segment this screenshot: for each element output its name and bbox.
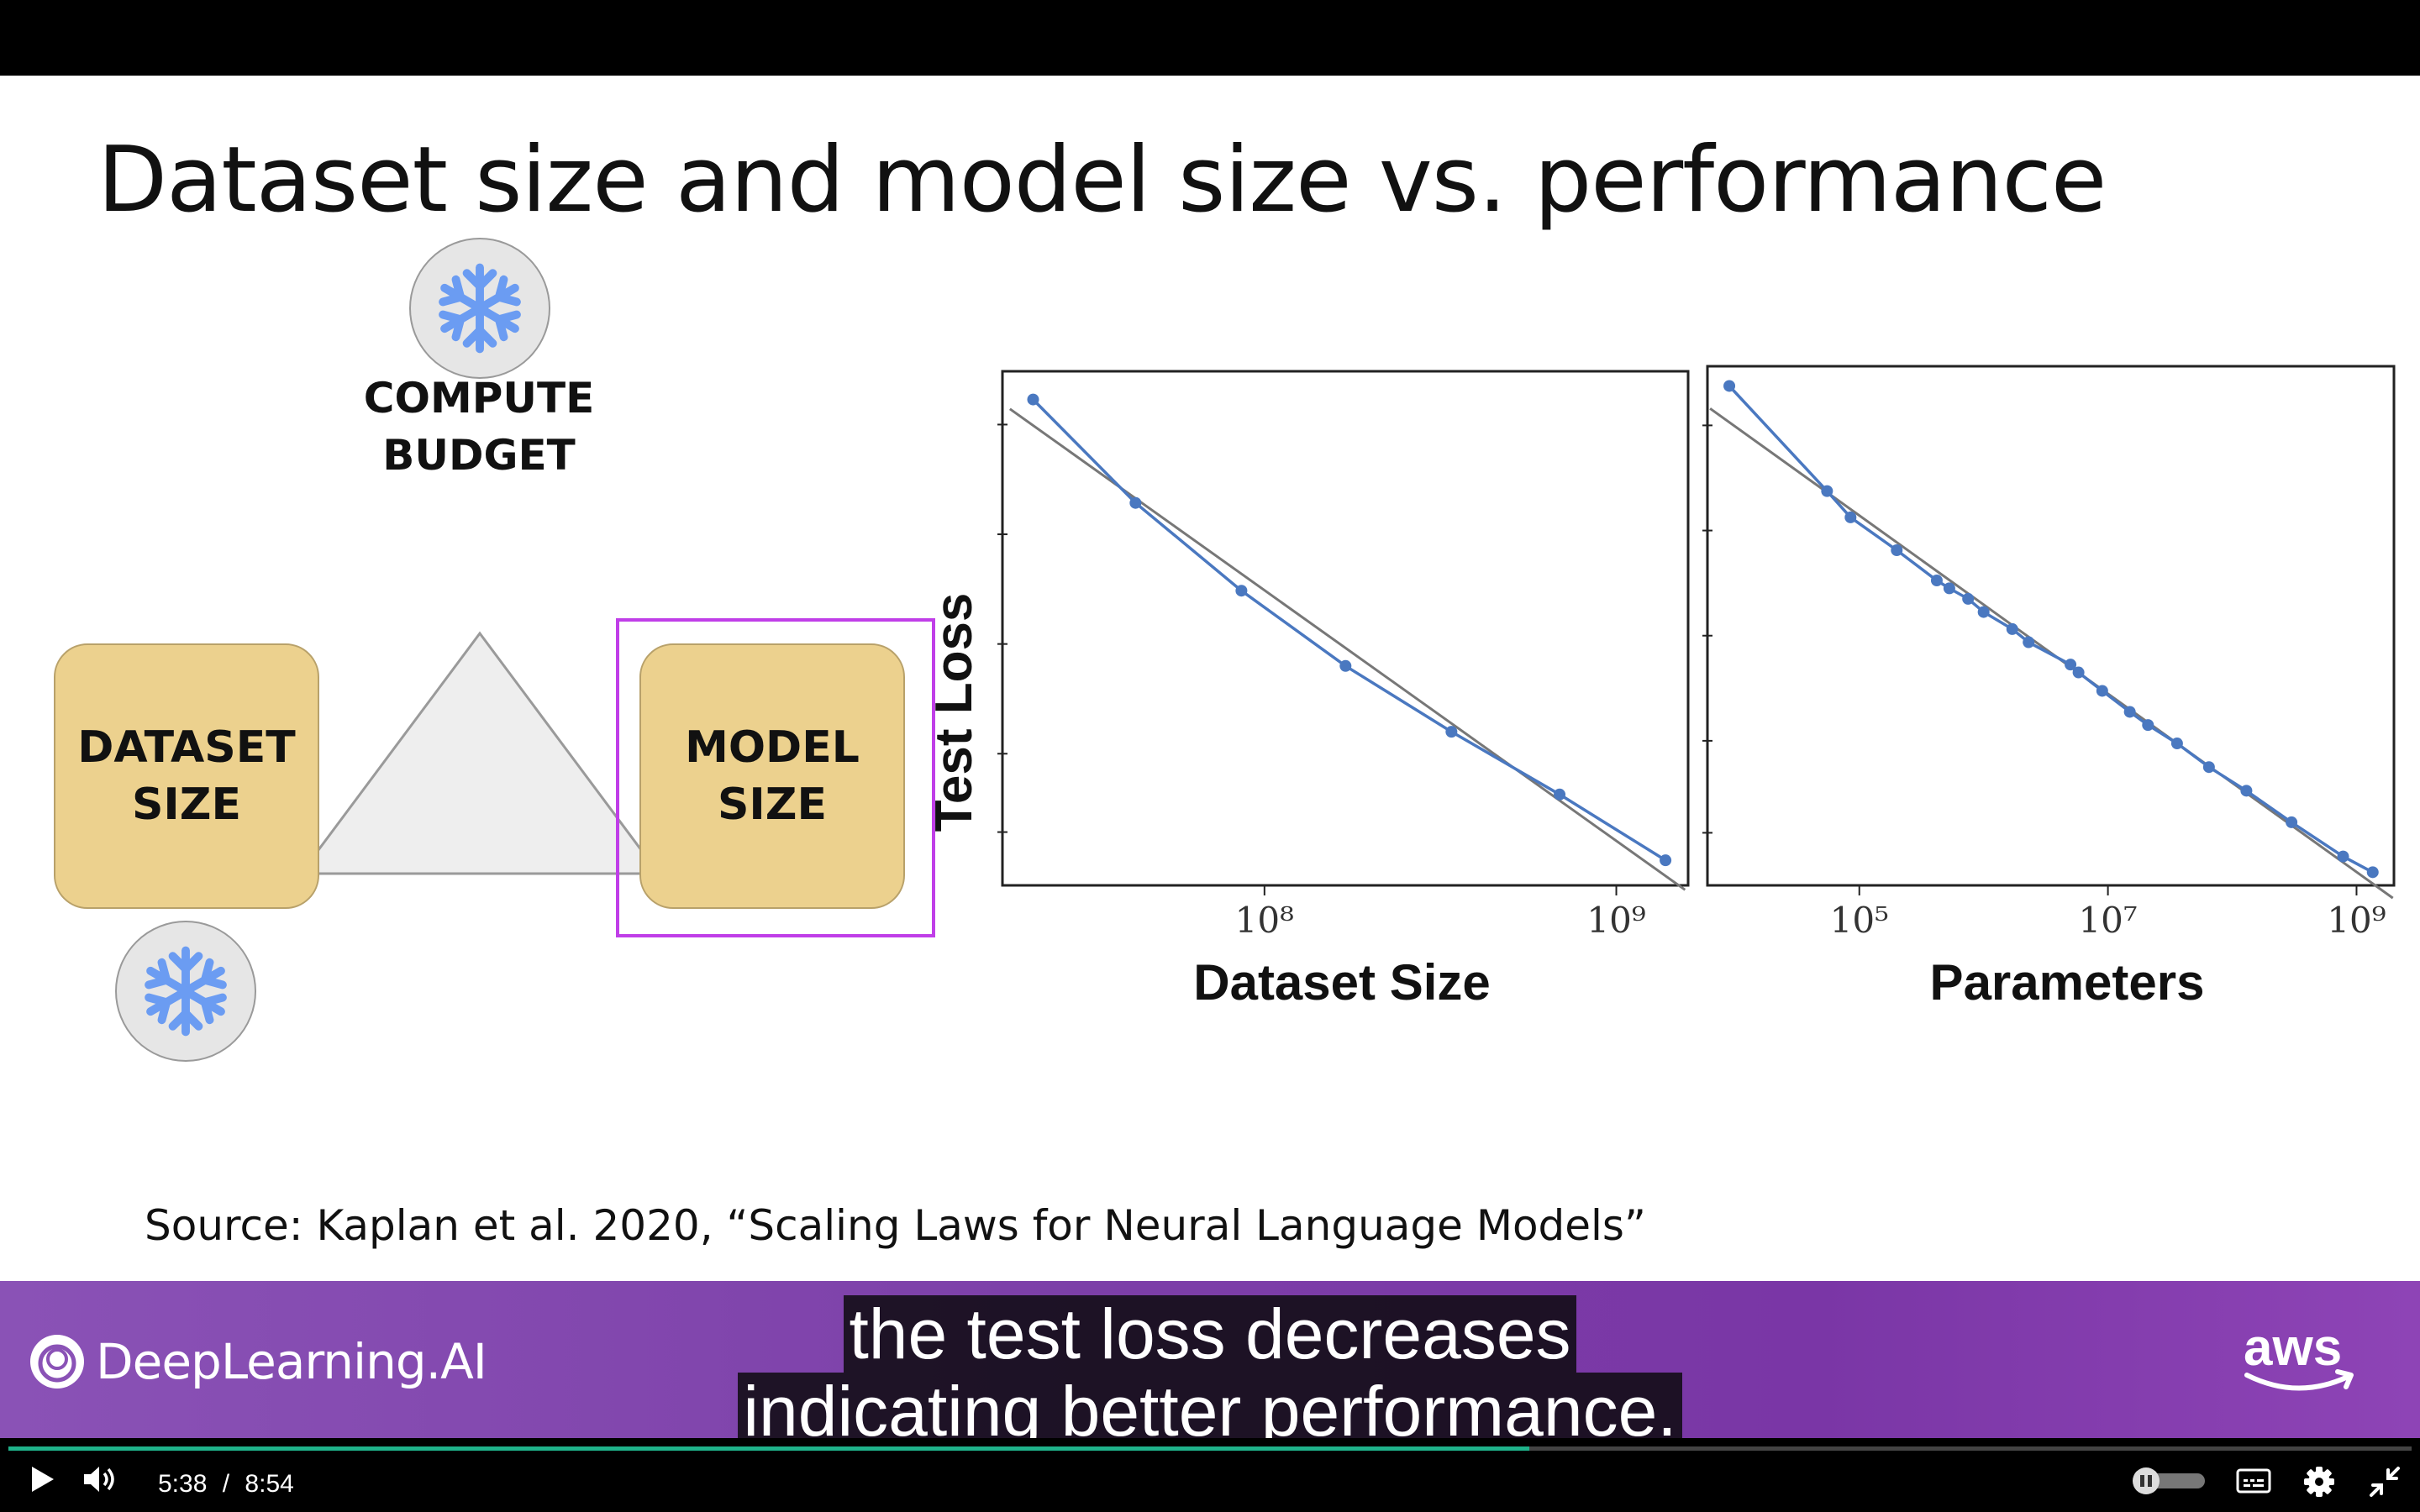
data-point [1977,606,1990,618]
data-point [2170,738,2183,750]
deeplearning-logo-icon [30,1335,84,1389]
model-size-box: MODEL SIZE [639,643,905,909]
snowflake-glyph [145,946,227,1037]
chart-parameters: 10⁵ 10⁷ 10⁹ Parameters [1702,365,2396,1011]
snowflake-icon [409,238,550,379]
data-point [1723,380,1736,392]
snowflake-icon [115,921,256,1062]
deeplearning-ai-logo: DeepLearning.AI [29,1333,487,1390]
duration: 8:54 [245,1470,294,1498]
lecture-slide: Dataset size and model size vs. performa… [0,76,2420,1281]
data-point [1962,592,1975,605]
tradeoff-triangle [298,631,661,875]
data-point [1235,585,1248,597]
player-controls: 5:38 / 8:54 [0,1438,2420,1512]
caption-line: the test loss decreases [844,1295,1576,1373]
source-citation: Source: Kaplan et al. 2020, “Scaling Law… [145,1201,1646,1250]
chart-dataset-size: 10⁸ 10⁹ Dataset Size [997,370,1690,1011]
data-point [2142,719,2154,732]
plot-frame [1001,370,1690,887]
time-separator: / [222,1470,230,1498]
data-point [1943,582,1955,595]
time-display: 5:38 / 8:54 [158,1470,294,1499]
y-axis-label: Test Loss [925,593,983,832]
play-icon[interactable] [29,1463,57,1495]
slide-title: Dataset size and model size vs. performa… [97,128,2107,233]
data-point [2202,761,2215,774]
data-point [2337,850,2349,863]
aws-wordmark: aws [2244,1319,2343,1377]
data-point [2096,685,2108,697]
data-point [2072,666,2085,679]
data-point [1660,854,1672,867]
data-point [2240,785,2253,797]
current-time: 5:38 [158,1470,208,1498]
model-size-label: MODEL SIZE [685,722,860,830]
snowflake-glyph [439,263,521,354]
progress-fill [8,1446,1530,1451]
data-point [1129,496,1142,509]
data-point [1027,393,1039,406]
data-point [1445,726,1458,738]
x-axis-label: Dataset Size [1193,954,1491,1011]
progress-bar[interactable] [8,1446,2412,1451]
subtitle-overlay: the test loss decreases indicating bette… [0,1295,2420,1450]
brand-name: DeepLearning.AI [96,1333,487,1390]
aws-logo: aws [2244,1318,2361,1402]
data-point [2366,866,2379,879]
autoplay-toggle[interactable] [2129,1467,2207,1495]
data-point [1554,788,1566,801]
x-tick-label: 10⁹ [2327,900,2386,941]
data-point [1821,485,1833,497]
caption-line: indicating better performance. [738,1373,1682,1450]
x-axis-label: Parameters [1930,954,2205,1011]
x-tick-label: 10⁸ [1235,900,1294,941]
dataset-size-box: DATASET SIZE [54,643,319,909]
scaling-law-charts: 10⁸ 10⁹ Dataset Size 10⁵ 10⁷ 10⁹ Parameters T… [925,365,2396,1011]
x-tick-label: 10⁹ [1586,900,1645,941]
captions-icon[interactable] [2235,1467,2272,1495]
data-point [2006,622,2018,635]
aws-smile-icon [2244,1369,2354,1391]
exit-fullscreen-icon[interactable] [2368,1465,2402,1499]
x-tick-label: 10⁷ [2078,900,2137,941]
settings-icon[interactable] [2302,1465,2336,1499]
plot-frame [1706,365,2396,887]
volume-icon[interactable] [82,1463,121,1495]
data-point [2065,659,2077,671]
compute-budget-label: COMPUTE BUDGET [363,374,595,480]
data-point [1930,575,1943,587]
x-tick-label: 10⁵ [1830,900,1889,941]
data-point [2023,636,2035,648]
data-point [2286,816,2298,828]
model-size-highlight [616,618,935,937]
dataset-size-label: DATASET SIZE [77,722,296,830]
data-point [2123,706,2136,718]
data-point [1844,511,1857,523]
data-point [1891,544,1903,557]
data-point [1339,659,1352,672]
